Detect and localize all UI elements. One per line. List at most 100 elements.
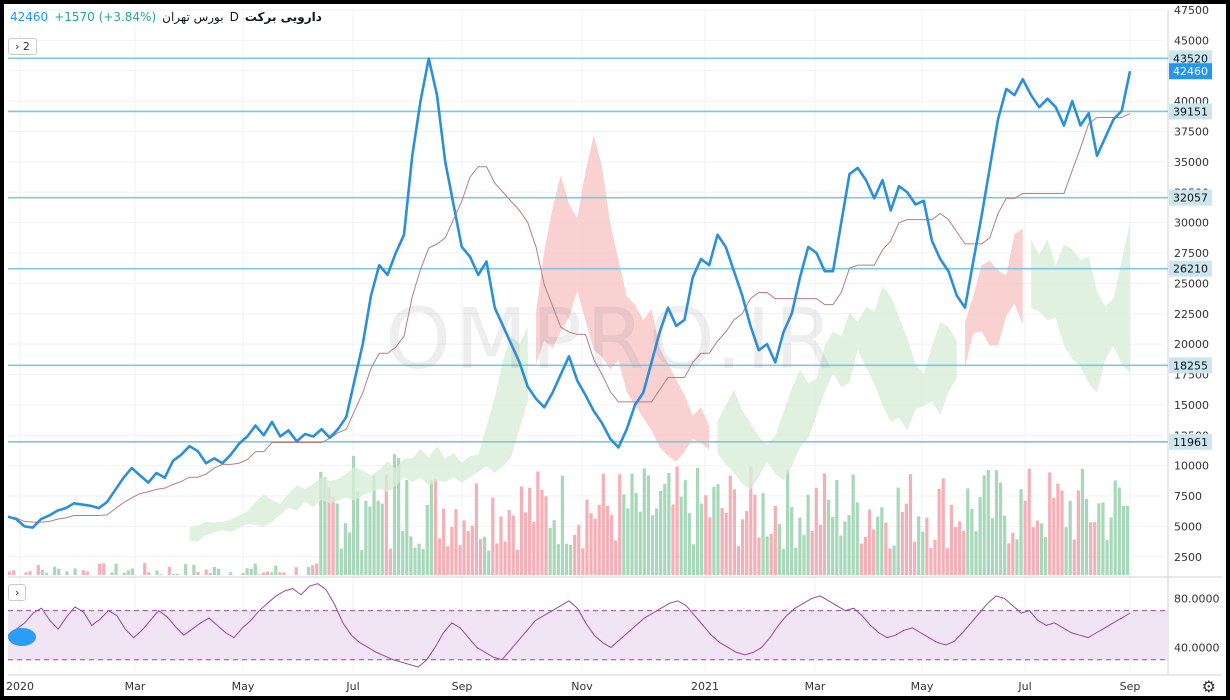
volume-bar [765, 536, 769, 575]
level-label: 43520 [1173, 52, 1208, 65]
volume-bar [491, 497, 495, 575]
volume-bar [880, 507, 884, 575]
volume-bar [306, 566, 311, 575]
rsi-toggle[interactable]: › [8, 584, 27, 601]
volume-bar [184, 564, 188, 575]
volume-bar [786, 469, 790, 575]
volume-bar [896, 487, 900, 575]
volume-bar [241, 572, 245, 575]
x-tick-label: Mar [125, 680, 146, 693]
volume-bar [716, 484, 720, 575]
volume-bar [802, 535, 806, 575]
volume-bar [1117, 487, 1121, 575]
x-tick-label: 2020 [6, 680, 34, 693]
volume-bar [630, 473, 634, 575]
volume-bar [597, 504, 601, 575]
volume-bar [368, 506, 372, 575]
y-tick-label: 15000 [1174, 399, 1209, 412]
volume-bar [663, 483, 667, 575]
volume-bar [642, 468, 646, 575]
volume-bar [425, 505, 429, 575]
volume-bar [609, 514, 614, 575]
y-tick-label: 22500 [1174, 308, 1209, 321]
volume-bar [470, 525, 474, 575]
volume-bar [990, 518, 994, 575]
watermark: OMPRO.IR [385, 290, 838, 388]
volume-bar [102, 563, 106, 575]
volume-bar [835, 480, 839, 575]
volume-bar [953, 526, 958, 575]
volume-bar [1064, 527, 1068, 575]
volume-bar [1015, 539, 1019, 575]
volume-bar [478, 539, 483, 575]
volume-bar [528, 487, 532, 575]
volume-bar [740, 519, 745, 575]
volume-bar [364, 500, 368, 575]
volume-bar [1109, 517, 1113, 575]
volume-bar [794, 547, 798, 575]
rsi-tick-label: 80.0000 [1174, 592, 1220, 605]
volume-bar [556, 544, 560, 575]
level-label-bg [1169, 50, 1212, 67]
price-change: +1570 (+3.84%) [54, 10, 157, 24]
level-label-bg [1169, 189, 1212, 206]
volume-bar [585, 499, 589, 575]
volume-bar [753, 494, 757, 575]
volume-bar [175, 573, 180, 575]
volume-bar [1039, 523, 1044, 575]
volume-bar [245, 568, 249, 575]
volume-bar [12, 570, 16, 575]
volume-bar [855, 502, 859, 575]
volume-bar [818, 524, 822, 575]
volume-bar [798, 517, 802, 575]
volume-bar [994, 470, 999, 575]
timeframe[interactable]: D [229, 10, 239, 24]
level-label: 18255 [1173, 359, 1208, 372]
volume-bar [577, 524, 581, 575]
volume-bar [1076, 490, 1080, 575]
volume-bar [593, 518, 597, 575]
volume-bar [261, 572, 266, 575]
volume-bar [507, 510, 511, 575]
indicator-toggle[interactable]: › 2 [8, 38, 37, 55]
volume-bar [659, 490, 663, 575]
y-tick-label: 30000 [1174, 217, 1209, 230]
volume-bar [126, 570, 130, 575]
volume-bar [814, 487, 818, 575]
volume-bar [675, 466, 679, 575]
last-price: 42460 [10, 10, 49, 24]
last-price-tag-label: 42460 [1173, 65, 1208, 78]
volume-bar [581, 548, 585, 575]
volume-bar [511, 515, 515, 575]
level-label-bg [1169, 103, 1212, 120]
volume-bar [704, 495, 708, 575]
volume-bar [1011, 532, 1015, 575]
volume-bar [863, 536, 868, 575]
level-label-bg [1169, 260, 1212, 277]
volume-bar [1048, 472, 1052, 575]
volume-bar [487, 550, 491, 575]
volume-bar [1125, 505, 1130, 575]
volume-bar [85, 571, 90, 575]
volume-bar [683, 480, 687, 575]
volume-bar [462, 520, 466, 575]
last-price-tag [1169, 63, 1212, 80]
volume-bar [847, 515, 851, 575]
volume-bar [1060, 490, 1064, 575]
volume-bar [1105, 540, 1109, 575]
volume-bar [843, 521, 847, 575]
x-tick-label: 2021 [691, 680, 719, 693]
volume-bar [311, 565, 315, 575]
volume-bar [523, 512, 528, 575]
volume-bar [966, 488, 970, 575]
ichimoku-cloud [717, 285, 957, 490]
volume-bar [970, 508, 974, 575]
volume-bar [700, 503, 704, 575]
volume-bar [876, 516, 880, 575]
gear-icon[interactable]: ⚙ [1201, 677, 1216, 696]
volume-bar [945, 548, 949, 575]
volume-bar [216, 568, 221, 575]
volume-bar [208, 573, 212, 575]
volume-bar [1121, 505, 1126, 575]
volume-bar [728, 475, 732, 575]
